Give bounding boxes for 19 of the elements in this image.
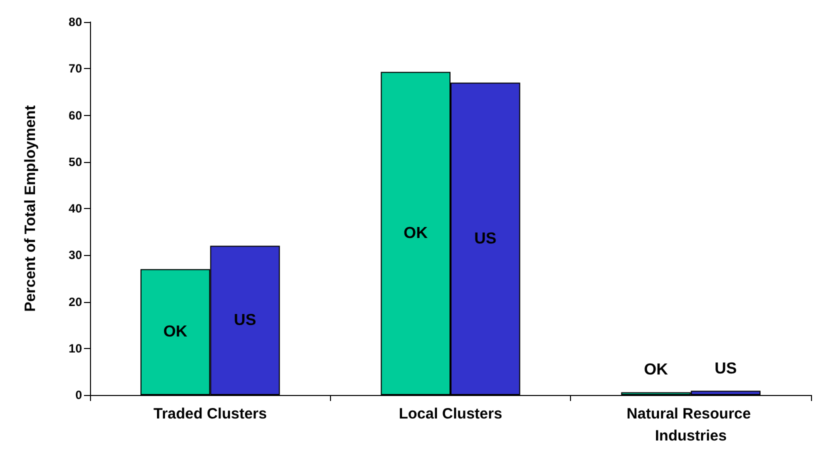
y-tick-label: 60: [68, 108, 82, 122]
y-tick-label: 10: [68, 341, 82, 356]
series-label: US: [714, 360, 738, 378]
x-tick-label: Traded Clusters: [153, 406, 267, 422]
x-tick-label: Local Clusters: [398, 406, 502, 422]
y-tick-label: 0: [75, 388, 82, 402]
y-tick-label: 40: [68, 202, 82, 216]
series-label: OK: [644, 362, 668, 379]
text: OK: [163, 324, 188, 341]
y-tick-label: 20: [68, 294, 82, 309]
y-tick-label: 30: [68, 248, 82, 262]
text: US: [234, 312, 256, 329]
y-tick-label: 80: [68, 15, 82, 29]
y-tick-label: 50: [68, 154, 82, 169]
y-axis-title: Percent of Total Employment: [22, 105, 39, 312]
x-tick-label: Natural Resource Industries: [626, 406, 756, 444]
y-tick-label: 70: [68, 62, 82, 76]
text: US: [474, 230, 496, 248]
text: OK: [404, 224, 428, 242]
